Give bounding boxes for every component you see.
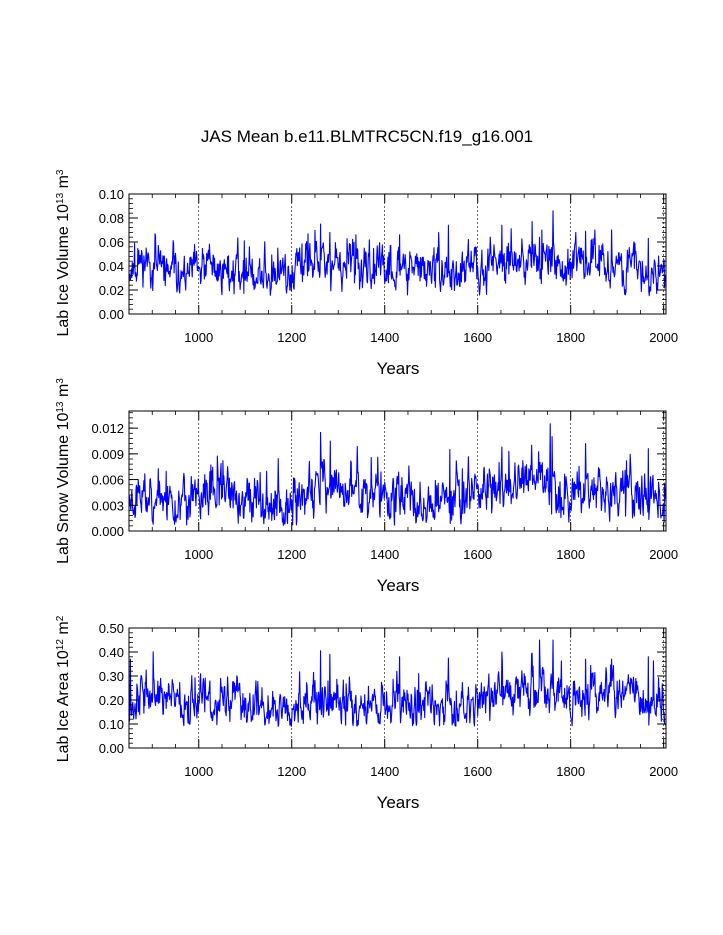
ice-area-ylabel-unit: m xyxy=(55,621,72,639)
snow-volume-ylabel-exp1: 13 xyxy=(55,401,66,413)
ice-area-series-line xyxy=(128,639,667,727)
ice-volume-x-tick-label-1800: 1800 xyxy=(556,330,585,345)
ice-volume-y-tick-label-0.06: 0.06 xyxy=(99,235,124,250)
ice-area-plot-frame xyxy=(128,627,667,749)
snow-volume-y-tick-label-0.006: 0.006 xyxy=(91,473,124,488)
snow-volume-ylabel-unit: m xyxy=(55,384,72,402)
ice-volume-y-tick-label-0.00: 0.00 xyxy=(99,307,124,322)
ice-volume-y-tick-label-0.08: 0.08 xyxy=(99,211,124,226)
ice-area-xlabel: Years xyxy=(377,793,420,812)
ice-area-y-tick-label-0.10: 0.10 xyxy=(99,717,124,732)
ice-area-x-tick-label-1200: 1200 xyxy=(277,764,306,779)
ice-volume-y-tick-label-0.10: 0.10 xyxy=(99,187,124,202)
ice-area-x-tick-label-1600: 1600 xyxy=(463,764,492,779)
snow-volume-ylabel-exp2: 3 xyxy=(55,378,66,384)
ice-area-ylabel: Lab Ice Area 1012 m2 xyxy=(55,615,73,762)
ice-area-x-tick-label-1400: 1400 xyxy=(370,764,399,779)
ice-area-y-tick-label-0.20: 0.20 xyxy=(99,693,124,708)
snow-volume-ylabel: Lab Snow Volume 1013 m3 xyxy=(55,378,73,564)
ice-area-x-tick-label-1000: 1000 xyxy=(184,764,213,779)
ice-volume-ylabel-unit: m xyxy=(55,175,72,193)
snow-volume-ylabel-main: Lab Snow Volume 10 xyxy=(55,413,72,564)
ice-volume-ylabel-exp2: 3 xyxy=(55,169,66,175)
ice-area-y-tick-label-0.50: 0.50 xyxy=(99,621,124,636)
snow-volume-plot-frame xyxy=(128,410,667,532)
ice-volume-ylabel: Lab Ice Volume 1013 m3 xyxy=(55,169,73,336)
snow-volume-panel: Lab Snow Volume 1013 m3 Years 1000 1200 14… xyxy=(55,378,679,595)
snow-volume-x-tick-label-1600: 1600 xyxy=(463,547,492,562)
ice-volume-x-tick-label-2000: 2000 xyxy=(649,330,678,345)
snow-volume-y-tick-label-0.003: 0.003 xyxy=(91,498,124,513)
ice-volume-ylabel-exp1: 13 xyxy=(55,192,66,204)
ice-volume-panel: Lab Ice Volume 1013 m3 Years 1000 1200 140… xyxy=(55,169,679,378)
ice-volume-y-tick-label-0.04: 0.04 xyxy=(99,259,124,274)
snow-volume-x-tick-label-2000: 2000 xyxy=(649,547,678,562)
snow-volume-y-tick-label-0.000: 0.000 xyxy=(91,524,124,539)
ice-volume-x-tick-label-1200: 1200 xyxy=(277,330,306,345)
snow-volume-x-tick-label-1000: 1000 xyxy=(184,547,213,562)
ice-volume-plot-frame xyxy=(128,193,667,315)
snow-volume-x-tick-label-1400: 1400 xyxy=(370,547,399,562)
ice-area-ylabel-main: Lab Ice Area 10 xyxy=(55,650,72,762)
ice-volume-ylabel-main: Lab Ice Volume 10 xyxy=(55,204,72,337)
ice-volume-y-tick-label-0.02: 0.02 xyxy=(99,283,124,298)
snow-volume-y-tick-label-0.009: 0.009 xyxy=(91,447,124,462)
snow-volume-y-tick-label-0.012: 0.012 xyxy=(91,421,124,436)
ice-volume-x-tick-label-1600: 1600 xyxy=(463,330,492,345)
ice-area-x-tick-label-1800: 1800 xyxy=(556,764,585,779)
ice-area-y-tick-label-0.00: 0.00 xyxy=(99,741,124,756)
ice-area-panel: Lab Ice Area 1012 m2 Years 1000 1200 1400 1… xyxy=(55,615,679,812)
ice-area-x-tick-label-2000: 2000 xyxy=(649,764,678,779)
ice-volume-x-tick-label-1000: 1000 xyxy=(184,330,213,345)
snow-volume-x-tick-label-1800: 1800 xyxy=(556,547,585,562)
ice-area-y-tick-label-0.40: 0.40 xyxy=(99,645,124,660)
figure-title: JAS Mean b.e11.BLMTRC5CN.f19_g16.001 xyxy=(201,127,533,146)
snow-volume-x-tick-label-1200: 1200 xyxy=(277,547,306,562)
ice-volume-xlabel: Years xyxy=(377,359,420,378)
snow-volume-xlabel: Years xyxy=(377,576,420,595)
ice-area-ylabel-exp1: 12 xyxy=(55,639,66,651)
snow-volume-series-line xyxy=(128,423,667,526)
ice-area-y-tick-label-0.30: 0.30 xyxy=(99,669,124,684)
ice-volume-series-line xyxy=(128,210,667,297)
ice-area-ylabel-exp2: 2 xyxy=(55,615,66,621)
ice-volume-x-tick-label-1400: 1400 xyxy=(370,330,399,345)
